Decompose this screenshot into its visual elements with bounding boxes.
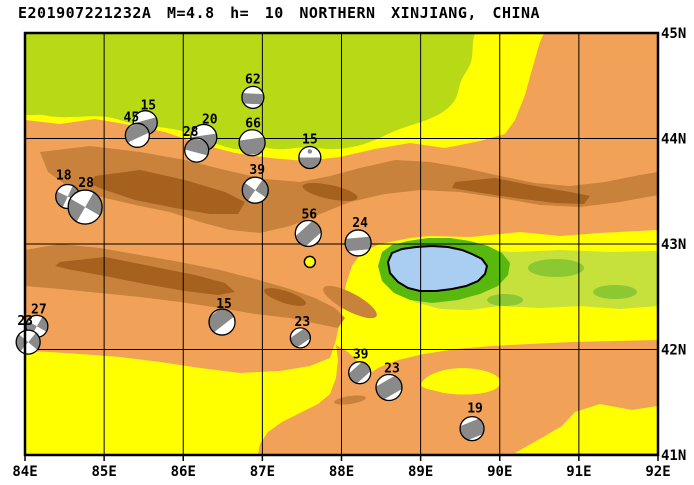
event-depth-label: 15 (216, 297, 232, 312)
event-depth-label: 28 (78, 176, 94, 191)
x-axis-label: 89E (408, 464, 433, 480)
event-depth-label: 15 (302, 132, 318, 147)
x-axis-label: 88E (329, 464, 354, 480)
graticule (25, 33, 658, 455)
terrain-high-ridge-core-east (452, 178, 590, 204)
x-axis-label: 86E (171, 464, 196, 480)
focal-mechanism-marker (208, 308, 236, 336)
map-border (23, 31, 660, 457)
epicenter-marker (303, 255, 317, 269)
x-axis-label: 87E (250, 464, 275, 480)
y-axis-label: 41N (661, 448, 686, 464)
focal-mechanism-marker (241, 85, 265, 110)
terrain-high-ridge-spot-south (263, 288, 307, 306)
focal-mechanism-marker (241, 176, 269, 204)
terrain-high-ridge-core-south (55, 257, 235, 295)
event-depth-label: 24 (352, 216, 368, 231)
event-depth-label: 19 (467, 402, 483, 417)
lake (386, 244, 489, 292)
x-axis-label: 91E (566, 464, 591, 480)
event-depth-label: 23 (295, 315, 311, 330)
terrain-yellow-corner-southeast (515, 404, 658, 453)
event-depth-label: 66 (245, 117, 261, 132)
focal-mechanism-marker (348, 361, 372, 385)
event-depth-label: 15 (140, 99, 156, 114)
focal-mechanism-marker (459, 415, 485, 442)
terrain-high-ridge-core-mid (302, 183, 358, 201)
event-depth-label: 18 (56, 169, 72, 184)
x-axis-label: 85E (91, 464, 116, 480)
terrain-oasis-mid-patch-1 (528, 259, 584, 277)
event-depth-label: 23 (384, 361, 400, 376)
event-depth-label: 20 (202, 112, 218, 127)
terrain-yellow-patch-inside-desert (421, 368, 501, 395)
event-depth-label: 27 (31, 302, 47, 317)
terrain-ridge-arm (323, 285, 377, 319)
event-depth-label: 45 (124, 110, 140, 125)
y-axis-label: 42N (661, 343, 686, 359)
y-axis-label: 44N (661, 132, 686, 148)
focal-mechanism-marker (375, 373, 403, 402)
focal-mechanism-marker (298, 145, 322, 170)
focal-mechanism-marker (344, 229, 372, 257)
page-title: E201907221232A M=4.8 h= 10 NORTHERN XINJ… (18, 4, 541, 22)
event-depth-label: 28 (183, 125, 199, 140)
y-axis-label: 43N (661, 237, 686, 253)
terrain-oasis-mid-patch-3 (487, 294, 523, 306)
event-depth-label: 62 (245, 72, 261, 87)
event-depth-label: 39 (353, 348, 369, 363)
event-depth-label: 56 (301, 207, 317, 222)
focal-mechanism-marker (15, 329, 41, 355)
x-axis-label: 92E (645, 464, 670, 480)
focal-mechanism-marker (67, 189, 103, 225)
terrain-high-ridge-core-west (90, 170, 245, 214)
focal-mechanism-marker (184, 137, 210, 163)
focal-mechanism-marker (124, 122, 151, 148)
focal-mechanism-marker (238, 129, 266, 157)
terrain-brown-streak-south (334, 395, 366, 405)
y-axis-label: 45N (661, 26, 686, 42)
axis-labels: 84E 85E 86E 87E 88E 89E 90E 91E 92E 45N 44N 43N 42N 4… (12, 26, 686, 480)
event-depth-label: 39 (249, 163, 265, 178)
focal-mechanism-marker (289, 327, 312, 349)
x-axis-label: 90E (487, 464, 512, 480)
terrain-oasis-mid-patch-2 (593, 285, 637, 299)
focal-mechanism-marker (294, 219, 322, 248)
x-axis-label: 84E (12, 464, 37, 480)
